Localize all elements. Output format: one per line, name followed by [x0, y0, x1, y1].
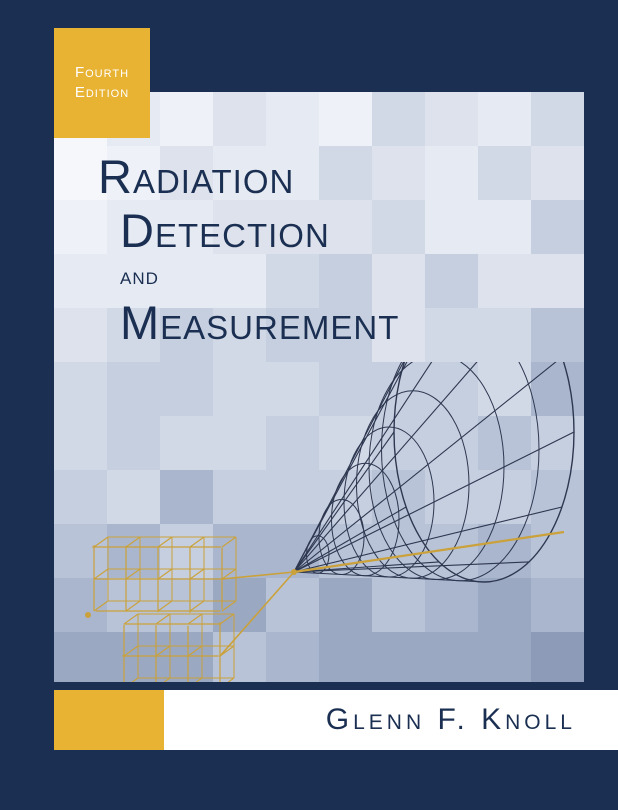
cover-diagram [54, 362, 584, 682]
title-line-1: Radiation [98, 150, 554, 204]
edition-line-2: Edition [75, 83, 129, 103]
author-bar: Glenn F. Knoll [54, 690, 618, 750]
bottom-band [0, 750, 618, 810]
title-and: and [98, 258, 554, 296]
author-accent-block [54, 690, 164, 750]
title-block: Radiation Detection and Measurement [98, 150, 554, 351]
title-line-3: Measurement [98, 296, 554, 350]
cover-panel: Radiation Detection and Measurement [54, 92, 584, 682]
title-line-2: Detection [98, 204, 554, 258]
edition-badge: Fourth Edition [54, 28, 150, 138]
author-name: Glenn F. Knoll [164, 690, 618, 750]
edition-line-1: Fourth [75, 63, 129, 83]
